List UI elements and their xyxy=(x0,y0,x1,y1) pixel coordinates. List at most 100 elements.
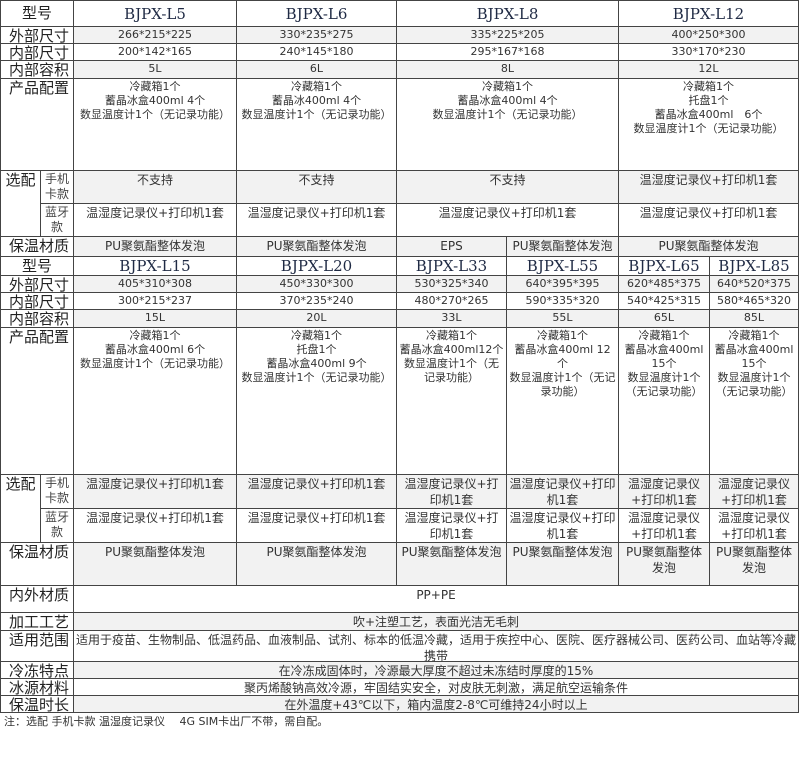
model-name: BJPX-L65 xyxy=(618,256,710,276)
bluetooth-value: 温湿度记录仪+打印机1套 xyxy=(73,203,237,237)
bluetooth-value: 温湿度记录仪+打印机1套 xyxy=(618,203,799,237)
phone-card-value: 不支持 xyxy=(236,170,397,204)
insulation-value: PU聚氨酯整体发泡 xyxy=(506,236,619,257)
phone-card-value: 温湿度记录仪+打印机1套 xyxy=(506,474,619,509)
bluetooth-value: 温湿度记录仪+打印机1套 xyxy=(709,508,799,543)
model-name: BJPX-L6 xyxy=(236,0,397,27)
freeze-value: 在冷冻成固体时，冷源最大厚度不超过未冻结时厚度的15% xyxy=(73,661,799,679)
config-value: 冷藏箱1个 蓄晶冰盒400ml 4个 数显温度计1个（无记录功能） xyxy=(73,78,237,171)
volume-value: 8L xyxy=(396,60,619,79)
config-value: 冷藏箱1个 蓄晶冰盒400ml 6个 数显温度计1个（无记录功能） xyxy=(73,327,237,475)
row-label-inner-size: 内部尺寸 xyxy=(0,43,74,61)
phone-card-value: 温湿度记录仪+打印机1套 xyxy=(618,170,799,204)
scope-value: 适用于疫苗、生物制品、低温药品、血液制品、试剂、标本的低温冷藏，适用于疾控中心、… xyxy=(73,630,799,662)
row-label-volume: 内部容积 xyxy=(0,309,74,328)
volume-value: 12L xyxy=(618,60,799,79)
model-name: BJPX-L20 xyxy=(236,256,397,276)
insulation-value: PU聚氨酯整体发泡 xyxy=(506,542,619,586)
phone-card-value: 温湿度记录仪+打印机1套 xyxy=(618,474,710,509)
row-label-bluetooth: 蓝牙款 xyxy=(40,508,74,543)
phone-card-value: 温湿度记录仪+打印机1套 xyxy=(73,474,237,509)
row-label-volume: 内部容积 xyxy=(0,60,74,79)
outer-size-value: 530*325*340 xyxy=(396,275,507,293)
row-label-phone-card: 手机卡款 xyxy=(40,474,74,509)
row-label-insulation: 保温材质 xyxy=(0,236,74,257)
outer-size-value: 405*310*308 xyxy=(73,275,237,293)
bluetooth-value: 温湿度记录仪+打印机1套 xyxy=(236,203,397,237)
inner-size-value: 590*335*320 xyxy=(506,292,619,310)
insulation-value: PU聚氨酯整体发泡 xyxy=(396,542,507,586)
config-value: 冷藏箱1个 蓄晶冰400ml 4个 数显温度计1个（无记录功能） xyxy=(236,78,397,171)
volume-value: 33L xyxy=(396,309,507,328)
config-value: 冷藏箱1个 托盘1个 蓄晶冰盒400ml 6个 数显温度计1个（无记录功能） xyxy=(618,78,799,171)
config-value: 冷藏箱1个 蓄晶冰盒400ml12个 数显温度计1个（无记录功能） xyxy=(396,327,507,475)
outer-size-value: 450*330*300 xyxy=(236,275,397,293)
row-label-model: 型号 xyxy=(0,0,74,27)
row-label-shell-material: 内外材质 xyxy=(0,585,74,613)
phone-card-value: 不支持 xyxy=(73,170,237,204)
row-label-duration: 保温时长 xyxy=(0,695,74,713)
model-name: BJPX-L8 xyxy=(396,0,619,27)
config-value: 冷藏箱1个 托盘1个 蓄晶冰盒400ml 9个 数显温度计1个（无记录功能） xyxy=(236,327,397,475)
volume-value: 85L xyxy=(709,309,799,328)
volume-value: 6L xyxy=(236,60,397,79)
row-label-ice-material: 冰源材料 xyxy=(0,678,74,696)
inner-size-value: 480*270*265 xyxy=(396,292,507,310)
insulation-value: EPS xyxy=(396,236,507,257)
row-label-bluetooth: 蓝牙款 xyxy=(40,203,74,237)
phone-card-value: 温湿度记录仪+打印机1套 xyxy=(396,474,507,509)
inner-size-value: 370*235*240 xyxy=(236,292,397,310)
phone-card-value: 温湿度记录仪+打印机1套 xyxy=(709,474,799,509)
volume-value: 15L xyxy=(73,309,237,328)
volume-value: 5L xyxy=(73,60,237,79)
duration-value: 在外温度+43℃以下，箱内温度2-8℃可维持24小时以上 xyxy=(73,695,799,713)
row-label-phone-card: 手机卡款 xyxy=(40,170,74,204)
model-name: BJPX-L85 xyxy=(709,256,799,276)
bluetooth-value: 温湿度记录仪+打印机1套 xyxy=(236,508,397,543)
inner-size-value: 330*170*230 xyxy=(618,43,799,61)
inner-size-value: 200*142*165 xyxy=(73,43,237,61)
row-label-optional: 选配 xyxy=(0,474,41,543)
model-name: BJPX-L15 xyxy=(73,256,237,276)
model-name: BJPX-L33 xyxy=(396,256,507,276)
phone-card-value: 温湿度记录仪+打印机1套 xyxy=(236,474,397,509)
row-label-outer-size: 外部尺寸 xyxy=(0,26,74,44)
insulation-value: PU聚氨酯整体发泡 xyxy=(236,542,397,586)
row-label-inner-size: 内部尺寸 xyxy=(0,292,74,310)
bluetooth-value: 温湿度记录仪+打印机1套 xyxy=(618,508,710,543)
config-value: 冷藏箱1个 蓄晶冰盒400ml 15个 数显温度计1个（无记录功能） xyxy=(709,327,799,475)
bluetooth-value: 温湿度记录仪+打印机1套 xyxy=(506,508,619,543)
row-label-scope: 适用范围 xyxy=(0,630,74,662)
config-value: 冷藏箱1个 蓄晶冰盒400ml 15个 数显温度计1个（无记录功能） xyxy=(618,327,710,475)
row-label-insulation: 保温材质 xyxy=(0,542,74,586)
insulation-value: PU聚氨酯整体发泡 xyxy=(73,236,237,257)
outer-size-value: 400*250*300 xyxy=(618,26,799,44)
ice-material-value: 聚丙烯酸钠高效冷源，牢固结实安全，对皮肤无刺激，满足航空运输条件 xyxy=(73,678,799,696)
footnote: 注：选配 手机卡款 温湿度记录仪 4G SIM卡出厂不带，需自配。 xyxy=(4,715,329,728)
outer-size-value: 330*235*275 xyxy=(236,26,397,44)
outer-size-value: 640*395*395 xyxy=(506,275,619,293)
bluetooth-value: 温湿度记录仪+打印机1套 xyxy=(396,203,619,237)
inner-size-value: 295*167*168 xyxy=(396,43,619,61)
process-value: 吹+注塑工艺，表面光洁无毛刺 xyxy=(73,612,799,631)
inner-size-value: 300*215*237 xyxy=(73,292,237,310)
row-label-model: 型号 xyxy=(0,256,74,276)
model-name: BJPX-L12 xyxy=(618,0,799,27)
inner-size-value: 240*145*180 xyxy=(236,43,397,61)
row-label-outer-size: 外部尺寸 xyxy=(0,275,74,293)
volume-value: 20L xyxy=(236,309,397,328)
row-label-process: 加工工艺 xyxy=(0,612,74,631)
row-label-config: 产品配置 xyxy=(0,78,74,171)
model-name: BJPX-L5 xyxy=(73,0,237,27)
row-label-config: 产品配置 xyxy=(0,327,74,475)
bluetooth-value: 温湿度记录仪+打印机1套 xyxy=(73,508,237,543)
config-value: 冷藏箱1个 蓄晶冰盒400ml 4个 数显温度计1个（无记录功能） xyxy=(396,78,619,171)
volume-value: 65L xyxy=(618,309,710,328)
insulation-value: PU聚氨酯整体发泡 xyxy=(236,236,397,257)
insulation-value: PU聚氨酯整体发泡 xyxy=(618,236,799,257)
insulation-value: PU聚氨酯整体发泡 xyxy=(73,542,237,586)
row-label-freeze: 冷冻特点 xyxy=(0,661,74,679)
insulation-value: PU聚氨酯整体发泡 xyxy=(618,542,710,586)
row-label-optional: 选配 xyxy=(0,170,41,237)
